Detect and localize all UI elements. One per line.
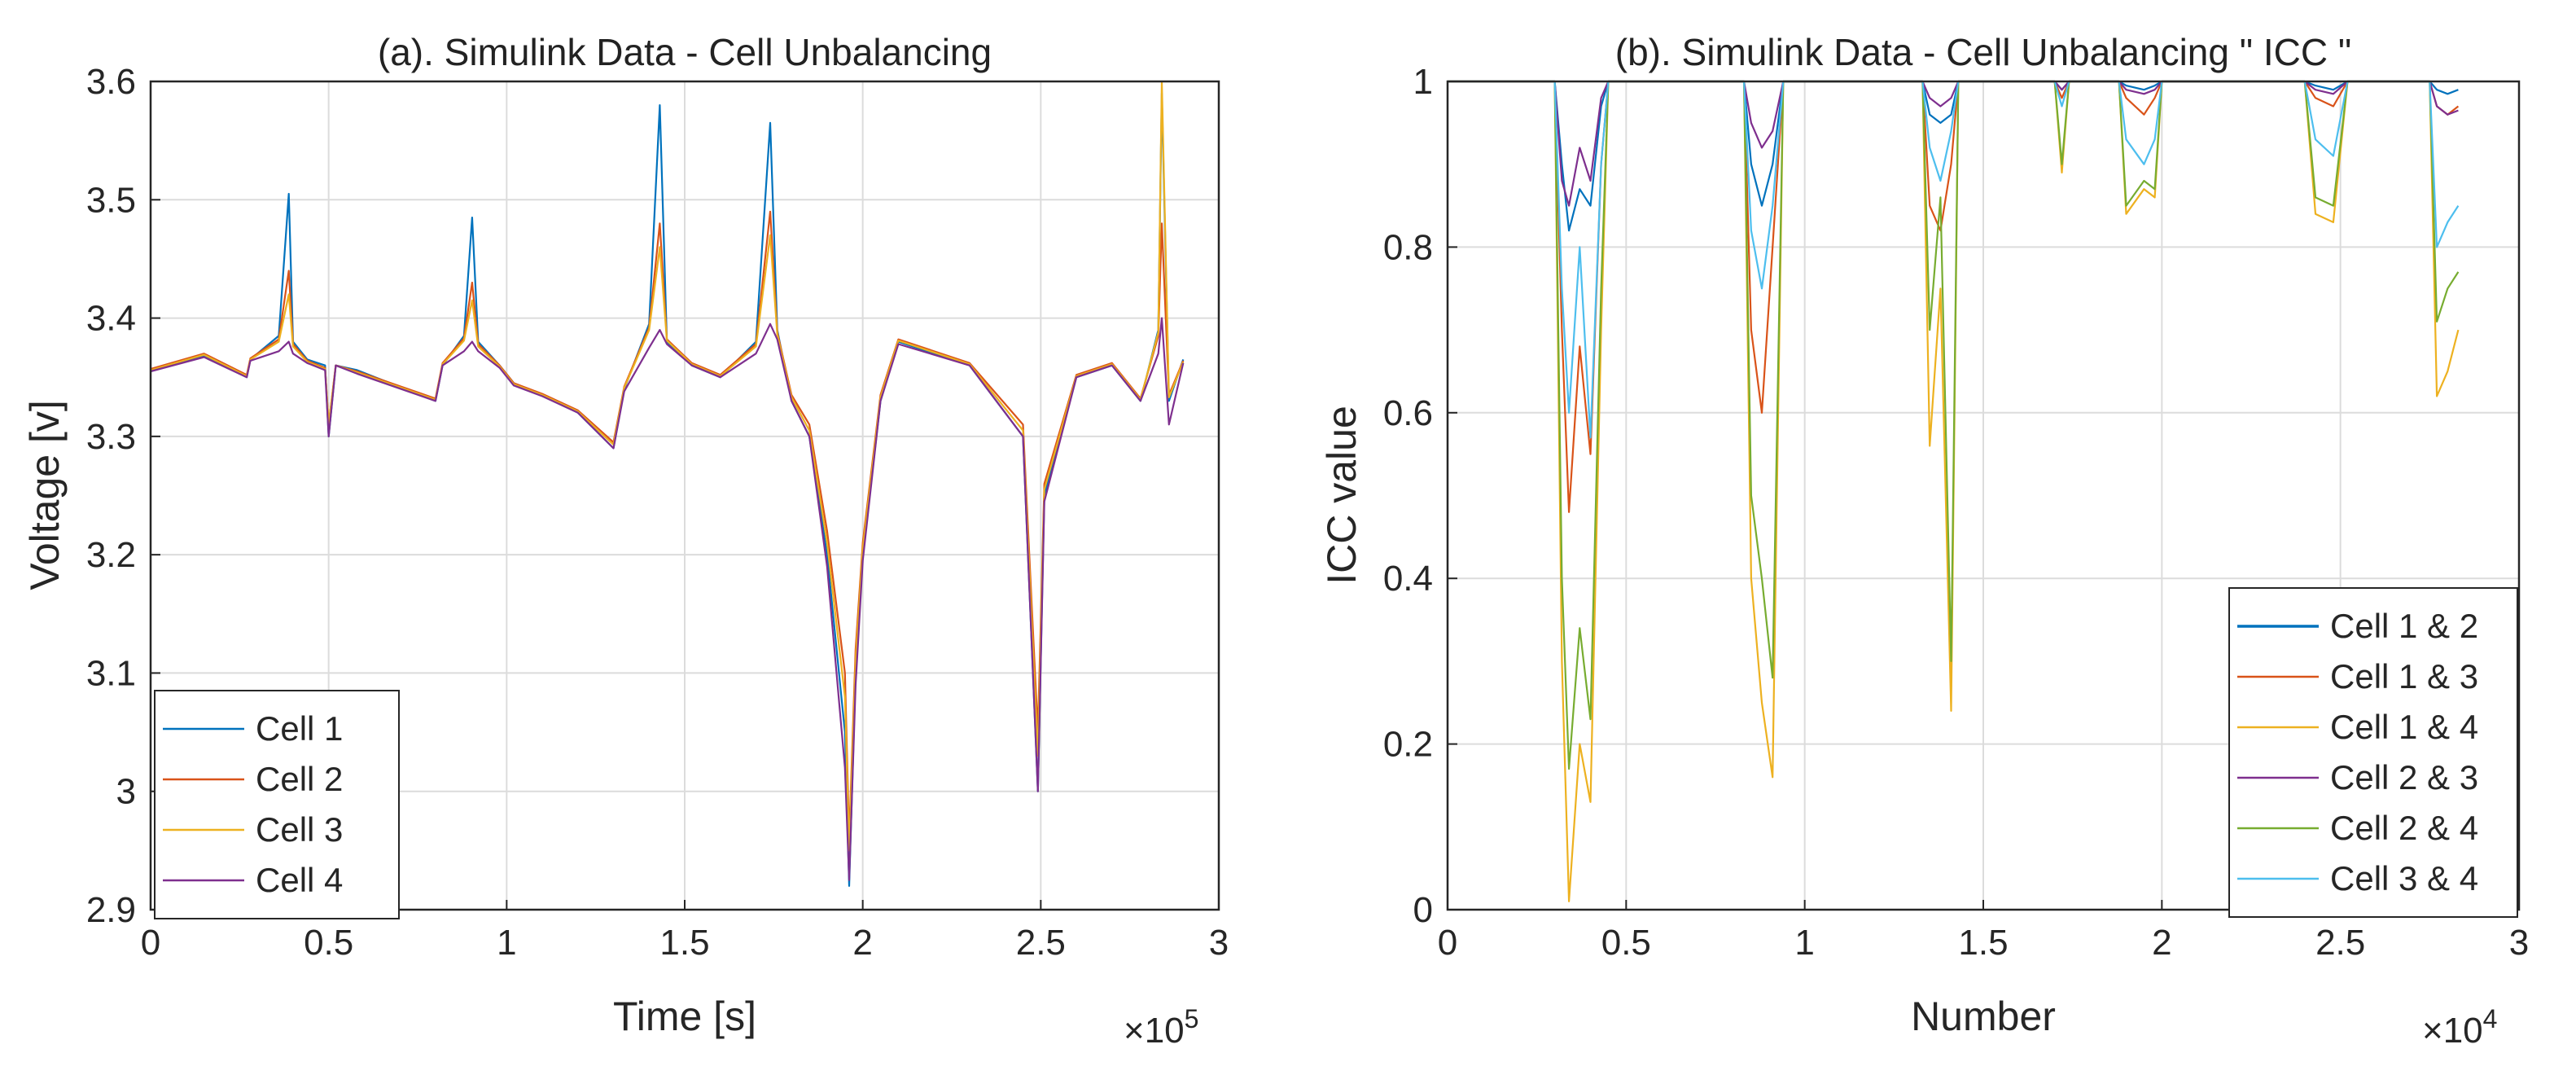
panel-b-ytick-label: 0.4 bbox=[1383, 559, 1433, 599]
panel-a-xtick-label: 0.5 bbox=[304, 923, 353, 963]
panel-a-title: (a). Simulink Data - Cell Unbalancing bbox=[378, 31, 992, 73]
panel-a-legend-label-3: Cell 3 bbox=[256, 810, 343, 849]
panel-a-series bbox=[150, 80, 1185, 888]
panel-b-legend-box bbox=[2228, 587, 2518, 918]
panel-b-xtick-label: 1.5 bbox=[1958, 923, 2008, 963]
panel-b-x-multiplier: ×104 bbox=[2422, 1004, 2497, 1051]
panel-a-ytick-label: 3.6 bbox=[86, 62, 136, 102]
panel-a-legend-label-2: Cell 2 bbox=[256, 760, 343, 798]
panel-b-xtick-label: 0 bbox=[1438, 923, 1457, 963]
panel-a-xtick-label: 2.5 bbox=[1016, 923, 1066, 963]
panel-a-legend: Cell 1 Cell 2 Cell 3 Cell 4 bbox=[154, 690, 400, 919]
panel-b-ticks: 0 0.5 1 1.5 2 2.5 3 0 0.2 0.4 0.6 0.8 1 bbox=[1383, 62, 2529, 963]
panel-a-ytick-label: 3 bbox=[116, 772, 136, 812]
panel-b-legend-label-1: Cell 1 & 2 bbox=[2330, 607, 2478, 645]
panel-b-legend: Cell 1 & 2 Cell 1 & 3 Cell 1 & 4 Cell 2 & 3… bbox=[2228, 587, 2518, 918]
panel-b-legend-label-2: Cell 1 & 3 bbox=[2330, 657, 2478, 695]
panel-a-x-multiplier: ×105 bbox=[1124, 1004, 1198, 1051]
panel-b-xtick-label: 0.5 bbox=[1601, 923, 1651, 963]
panel-b-legend-label-6: Cell 3 & 4 bbox=[2330, 859, 2478, 897]
panel-a-legend-label-4: Cell 4 bbox=[256, 861, 343, 899]
panel-b-legend-label-4: Cell 2 & 3 bbox=[2330, 758, 2478, 796]
panel-a-ytick-label: 2.9 bbox=[86, 890, 136, 930]
panel-b-xtick-label: 1 bbox=[1794, 923, 1814, 963]
panel-a-ticks: 0 0.5 1 1.5 2 2.5 3 2.9 3 3.1 3.2 3.3 3.4 3.5 3.6 bbox=[86, 62, 1229, 963]
panel-a-xtick-label: 1.5 bbox=[659, 923, 709, 963]
panel-b-x-exponent: 4 bbox=[2483, 1004, 2498, 1033]
panel-a-ytick-label: 3.4 bbox=[86, 299, 136, 339]
panel-a-ytick-label: 3.3 bbox=[86, 417, 136, 457]
panel-b-ytick-label: 0.6 bbox=[1383, 393, 1433, 433]
panel-a-xlabel: Time [s] bbox=[613, 994, 756, 1039]
panel-b-ylabel: ICC value bbox=[1319, 406, 1365, 585]
panel-b-ytick-label: 0.2 bbox=[1383, 725, 1433, 765]
panel-a-x-multiplier-base: ×10 bbox=[1124, 1011, 1185, 1051]
panel-b-ytick-label: 1 bbox=[1413, 62, 1433, 102]
panel-b-ytick-label: 0 bbox=[1413, 890, 1433, 930]
panel-a-legend-label-1: Cell 1 bbox=[256, 709, 343, 748]
panel-a-xtick-label: 2 bbox=[852, 923, 872, 963]
panel-a-series-4 bbox=[150, 317, 1185, 881]
panel-b-title: (b). Simulink Data - Cell Unbalancing " … bbox=[1615, 31, 2351, 73]
panel-b-xtick-label: 3 bbox=[2509, 923, 2529, 963]
panel-b-xtick-label: 2 bbox=[2152, 923, 2171, 963]
panel-a-ytick-label: 3.5 bbox=[86, 180, 136, 220]
panel-a-xtick-label: 1 bbox=[497, 923, 516, 963]
panel-b-x-multiplier-base: ×10 bbox=[2422, 1011, 2483, 1051]
panel-a-ytick-label: 3.2 bbox=[86, 535, 136, 575]
panel-b-legend-label-5: Cell 2 & 4 bbox=[2330, 809, 2478, 847]
panel-a-x-exponent: 5 bbox=[1185, 1004, 1199, 1033]
panel-a-ytick-label: 3.1 bbox=[86, 653, 136, 693]
panel-a-ylabel: Voltage [v] bbox=[22, 400, 68, 590]
panel-a-xtick-label: 3 bbox=[1209, 923, 1229, 963]
panel-b-xtick-label: 2.5 bbox=[2315, 923, 2365, 963]
panel-b-ytick-label: 0.8 bbox=[1383, 227, 1433, 267]
panel-b-xlabel: Number bbox=[1911, 994, 2056, 1039]
panel-b-legend-label-3: Cell 1 & 4 bbox=[2330, 708, 2478, 746]
panel-b-icc-chart: (b). Simulink Data - Cell Unbalancing " … bbox=[1319, 31, 2529, 1051]
panel-a-xtick-label: 0 bbox=[141, 923, 160, 963]
